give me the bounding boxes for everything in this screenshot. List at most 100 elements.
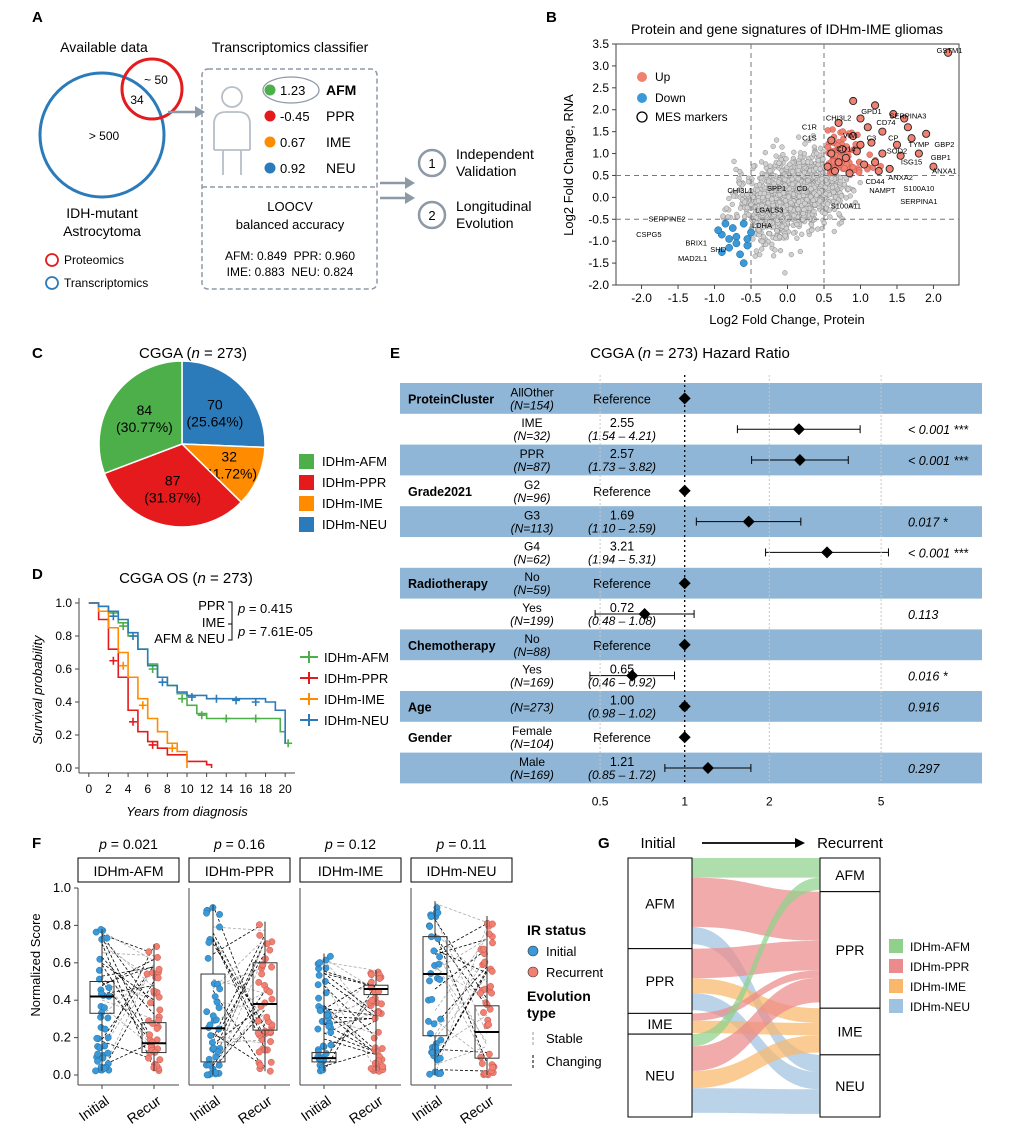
forest-ci: (0.85 – 1.72)	[588, 768, 656, 782]
sankey-flow	[692, 1035, 820, 1089]
km-censor-idhm-afm	[222, 714, 231, 723]
gray-point	[791, 149, 797, 155]
facet-x-tick-label: Recur	[235, 1092, 275, 1127]
recur-point	[267, 1058, 275, 1066]
gene-label-serpina1: SERPINA1	[900, 197, 937, 206]
gray-point	[820, 156, 826, 162]
km-x-tick-label: 18	[259, 782, 273, 796]
gray-point	[753, 248, 760, 254]
score-value-afm: 1.23	[280, 83, 305, 98]
up-point-cloud	[824, 144, 831, 151]
gene-label-anxa2: ANXA2	[888, 173, 913, 182]
km-x-label: Years from diagnosis	[126, 804, 248, 819]
facet-x-tick-label: Recur	[124, 1092, 164, 1127]
forest-row-band	[400, 567, 982, 599]
initial-point	[208, 1039, 216, 1046]
forest-level: AllOther	[510, 385, 553, 399]
gray-point	[828, 175, 835, 181]
pie-legend-swatch-3	[299, 517, 314, 532]
gray-point	[744, 191, 750, 198]
initial-point	[323, 1011, 331, 1019]
changing-pair-line	[212, 934, 266, 1039]
changing-pair-line	[323, 1005, 377, 1051]
sankey-legend-label-1: IDHm-PPR	[910, 960, 970, 974]
gray-point	[857, 179, 863, 186]
initial-point	[94, 1050, 102, 1058]
forest-variable-proteincluster: ProteinCluster	[408, 392, 494, 406]
gray-point	[769, 196, 775, 202]
recur-point	[266, 1067, 274, 1075]
initial-point	[426, 1070, 434, 1078]
score-value-ime: 0.67	[280, 135, 305, 150]
proteomics-legend-label: Proteomics	[64, 253, 124, 267]
forest-estimate-point	[638, 608, 651, 620]
pie-title: CGGA (n = 273)	[139, 345, 247, 362]
gray-point	[726, 195, 732, 202]
sankey-flow	[692, 1088, 820, 1114]
recur-point	[485, 1021, 492, 1029]
initial-point	[97, 926, 105, 933]
forest-n: (N=273)	[510, 700, 554, 714]
sankey-left-label-afm: AFM	[645, 895, 675, 911]
km-legend-label-1: IDHm-PPR	[324, 671, 388, 686]
initial-point	[216, 923, 223, 931]
changing-pair-line	[434, 948, 488, 990]
stable-pair-line	[323, 1011, 377, 1034]
forest-row-band	[400, 506, 982, 537]
stable-pair-line	[434, 1046, 488, 1065]
initial-point	[215, 1061, 223, 1069]
gray-point	[808, 222, 815, 228]
stable-pair-line	[434, 938, 488, 971]
gray-point	[815, 226, 821, 232]
km-y-tick-label: 0.6	[55, 662, 72, 676]
up-point	[944, 48, 953, 57]
recur-point	[149, 969, 157, 977]
gene-label-lgals3: LGALS3	[755, 206, 783, 215]
pie-title-n: n	[192, 345, 200, 362]
gray-point	[783, 156, 789, 162]
evolution-title-line1: Evolution	[527, 988, 591, 1004]
step-line2-1: Validation	[456, 163, 516, 179]
recur-point	[156, 1056, 164, 1064]
gray-point	[759, 210, 765, 216]
km-curves	[88, 602, 293, 768]
km-censor-idhm-ppr	[148, 740, 157, 749]
gray-point	[813, 150, 820, 157]
recur-point	[258, 970, 266, 978]
gray-point	[771, 181, 777, 187]
stable-pair-line	[212, 926, 266, 931]
recur-point	[154, 954, 161, 961]
gray-point	[796, 193, 802, 200]
sankey-legend-label-3: IDHm-NEU	[910, 1000, 970, 1014]
sankey-legend-swatch-2	[889, 979, 903, 993]
up-point	[823, 162, 832, 171]
gene-label-cd74: CD74	[876, 118, 895, 127]
changing-pair-line	[323, 983, 377, 1072]
gray-point	[799, 231, 805, 237]
gray-point	[789, 169, 796, 175]
km-censor-idhm-neu	[232, 696, 241, 705]
panel-label-a: A	[32, 9, 43, 26]
gray-point	[851, 188, 857, 194]
forest-reference-label: Reference	[593, 485, 651, 499]
initial-point	[425, 1017, 432, 1025]
km-x-tick-label: 20	[279, 782, 293, 796]
paired-y-tick-label: 1.0	[53, 880, 71, 895]
paired-y-ticks: 0.0 0.2 0.4 0.6 0.8 1.0	[53, 880, 78, 1082]
forest-row-band	[400, 444, 982, 476]
paired-legend: IR status Initial Recurrent Evolution ty…	[527, 922, 603, 1069]
forest-pvalue: 0.113	[908, 608, 938, 622]
initial-point	[326, 952, 334, 960]
initial-point	[315, 1048, 322, 1056]
x-tick-label: 1.0	[852, 291, 869, 305]
forest-ci: (0.46 – 0.92)	[588, 676, 656, 690]
initial-point	[316, 1007, 324, 1014]
transcriptomics-venn-circle	[38, 71, 166, 199]
gene-label-s100a10: S100A10	[903, 184, 934, 193]
up-point	[849, 96, 858, 106]
recur-point	[255, 1017, 262, 1025]
up-point	[830, 167, 839, 176]
arrow-to-validation-head	[405, 177, 415, 189]
gene-label-c1r: C1R	[802, 122, 818, 131]
sankey-left-label-ppr: PPR	[646, 973, 675, 989]
